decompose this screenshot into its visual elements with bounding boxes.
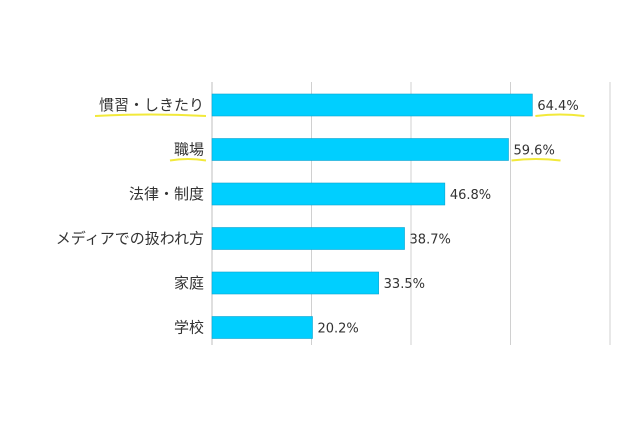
value-label: 20.2% [317, 322, 358, 337]
category-highlight-underline [169, 158, 207, 162]
value-highlight-underline [535, 113, 585, 117]
value-highlight-underline [511, 158, 561, 162]
category-label: 法律・制度 [129, 185, 204, 203]
value-label: 33.5% [384, 277, 425, 292]
value-labels: 64.4% 59.6% 46.8% 38.7% 33.5% 20.2% [317, 99, 578, 337]
bars [211, 93, 533, 339]
bar [211, 182, 446, 206]
category-label: 家庭 [174, 274, 204, 292]
grid-lines [211, 82, 611, 345]
category-label: メディアでの扱われ方 [56, 230, 204, 248]
category-label: 学校 [174, 319, 204, 337]
value-label: 64.4% [537, 99, 578, 114]
highlight-underlines [94, 113, 585, 162]
value-label: 59.6% [514, 144, 555, 159]
value-label: 38.7% [410, 233, 451, 248]
category-label: 慣習・しきたり [99, 96, 204, 114]
value-label: 46.8% [450, 188, 491, 203]
bar [211, 271, 379, 295]
bar [211, 227, 405, 250]
bar [211, 316, 313, 339]
bar [211, 138, 509, 161]
bar [211, 93, 533, 117]
category-highlight-underline [94, 113, 207, 117]
category-label: 職場 [174, 141, 204, 159]
